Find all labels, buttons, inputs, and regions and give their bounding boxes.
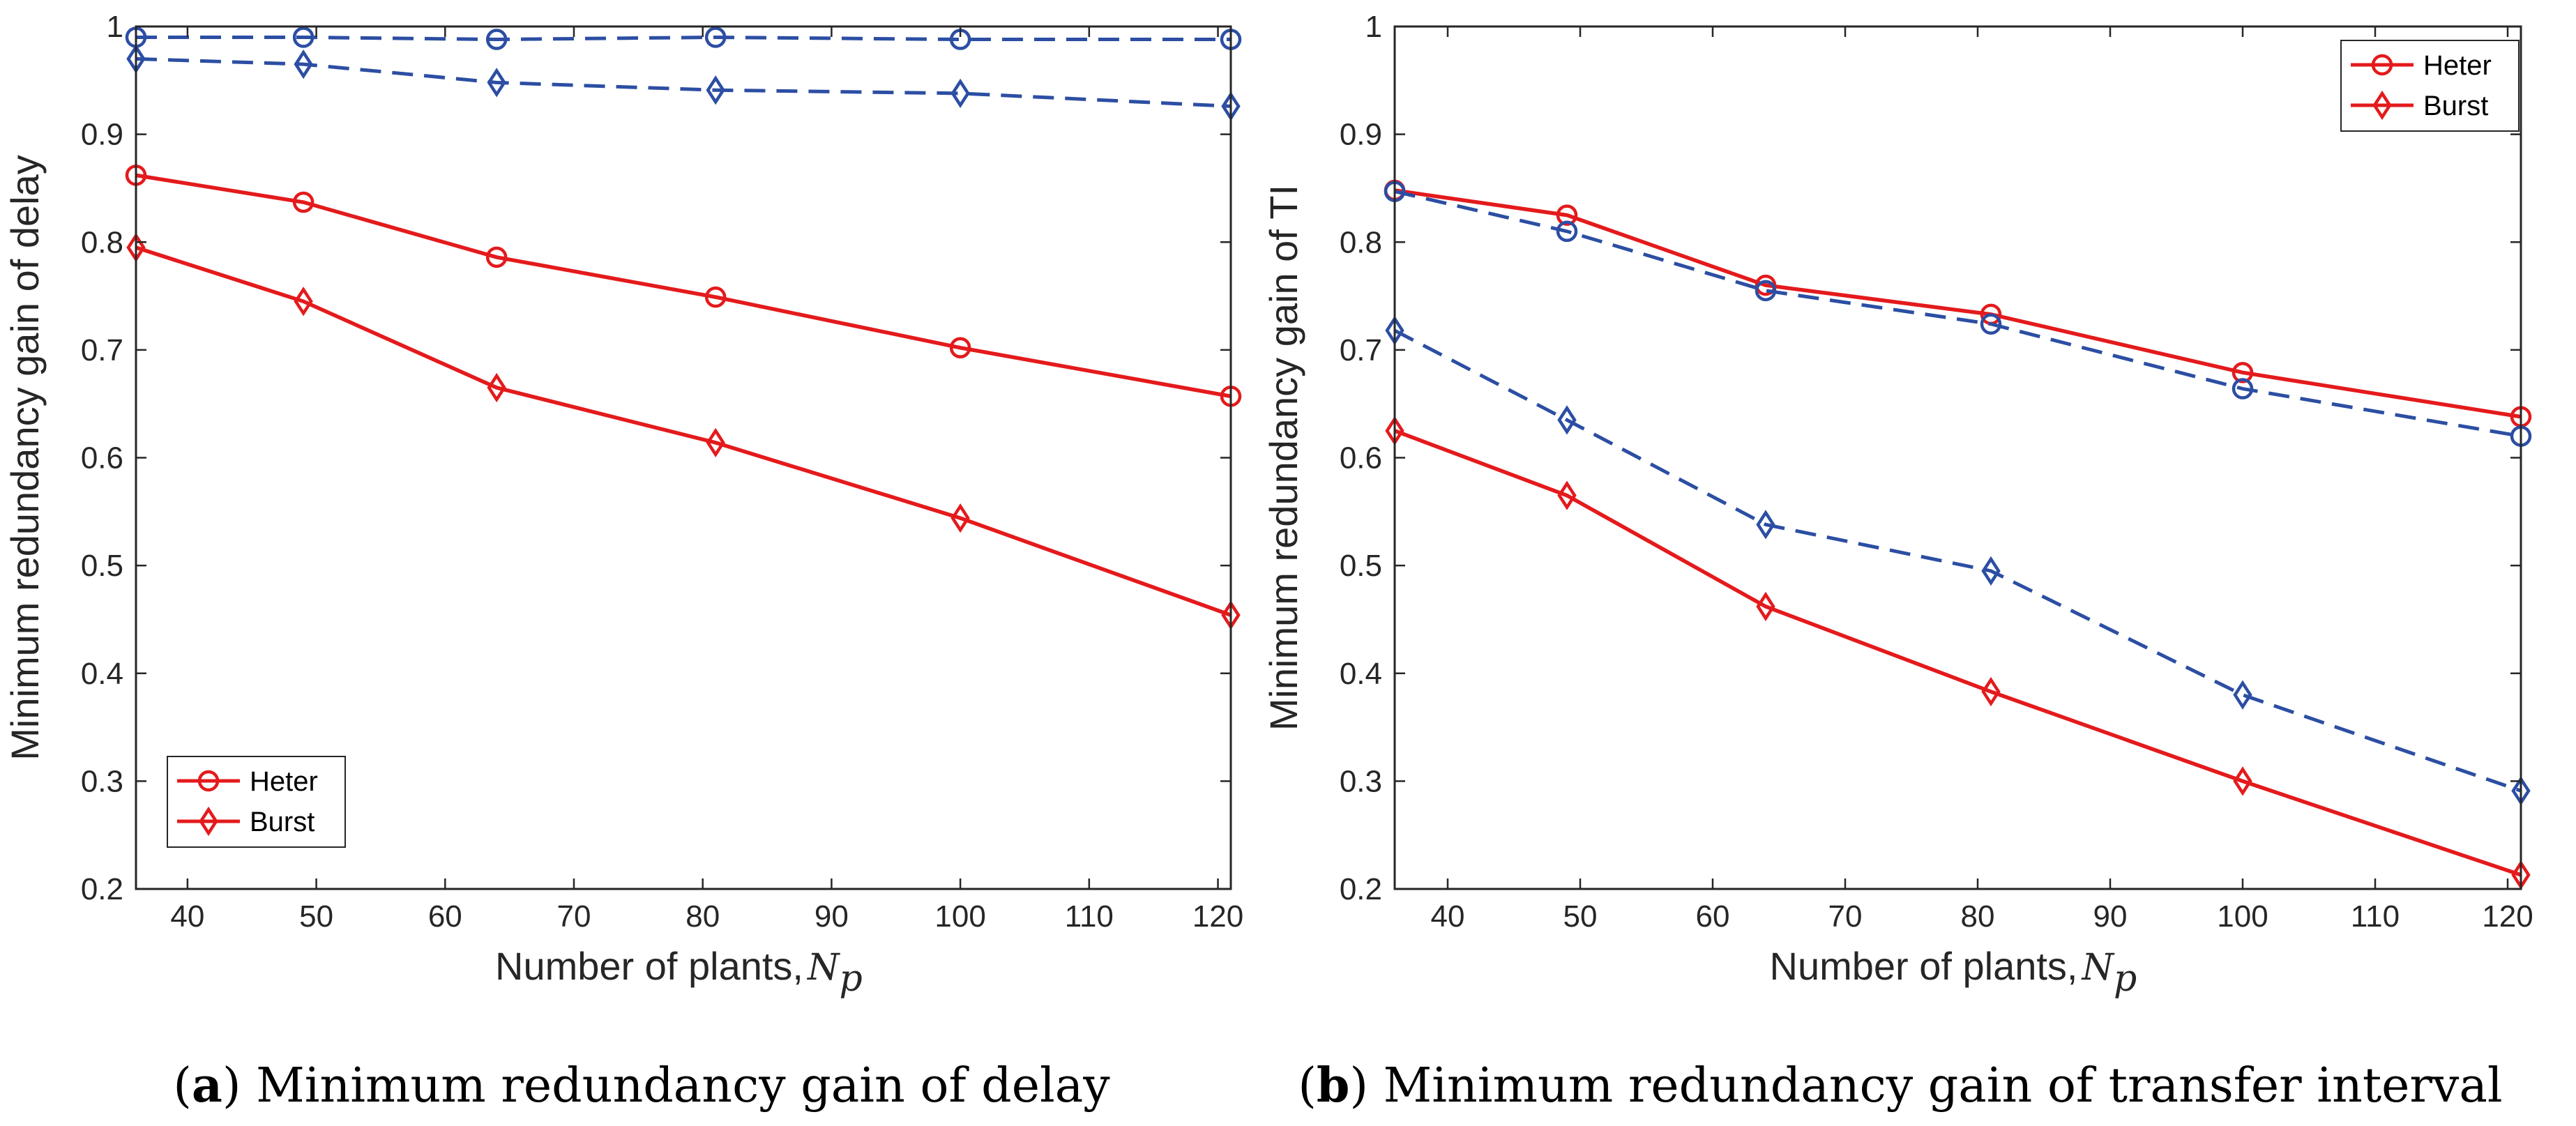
- x-tick-label: 50: [1563, 899, 1598, 934]
- y-tick-label: 0.7: [1340, 333, 1382, 367]
- y-tick-label: 1: [107, 10, 123, 44]
- panel-a-legend-box: [167, 756, 346, 848]
- data-point: [706, 427, 725, 457]
- series-line: [135, 245, 1232, 617]
- y-tick-label: 0.3: [81, 764, 123, 798]
- x-tick-label: 40: [1431, 899, 1465, 934]
- panel-b-legend: Heter Burst: [2340, 40, 2520, 132]
- legend-marker: [197, 770, 220, 792]
- panel-b: 40 50 60 70 80 90 100 110 120 0.2 0.3 0.4 0.5 0.6 0.7 0…: [1262, 10, 2533, 1113]
- data-point: [487, 68, 506, 98]
- panel-a-ticks: 40 50 60 70 80 90 100 110 120 0.2 0.3 0.4 0.5 0.6 0.7 0…: [81, 10, 1243, 934]
- series-line: [135, 173, 1232, 399]
- data-point: [704, 286, 727, 308]
- legend-label: Burst: [2423, 91, 2488, 121]
- series-line: [1394, 429, 2522, 877]
- x-tick-label: 110: [2351, 899, 2400, 934]
- panel-a-x-axis-label: Number of plants, Np: [495, 944, 863, 1000]
- y-tick-label: 0.8: [1340, 225, 1382, 259]
- data-point: [294, 49, 313, 79]
- data-point: [292, 26, 315, 48]
- y-tick-label: 0.9: [81, 118, 123, 152]
- panel-b-ticks: 40 50 60 70 80 90 100 110 120 0.2 0.3 0.4 0.5 0.6 0.7 0…: [1340, 10, 2533, 934]
- x-tick-label: 100: [934, 899, 985, 934]
- x-tick-label: 50: [299, 899, 333, 934]
- y-tick-label: 0.4: [1340, 657, 1382, 691]
- data-point: [1756, 591, 1775, 622]
- panel-b-legend-box: [2340, 40, 2520, 132]
- x-tick-label: 120: [2482, 899, 2533, 934]
- x-tick-label: 120: [1192, 899, 1243, 934]
- data-point: [485, 246, 508, 268]
- x-tick-label: 70: [1828, 899, 1863, 934]
- y-tick-label: 0.6: [81, 441, 123, 475]
- series-line: [135, 56, 1232, 108]
- data-point: [704, 26, 727, 48]
- panel-a: 40 50 60 70 80 90 100 110 120 0.2 0.3 0.4 0.5 0.6 0.7 0…: [3, 10, 1243, 1113]
- data-point: [1557, 480, 1577, 510]
- legend-label: Heter: [2423, 50, 2492, 81]
- panel-a-plot: [125, 26, 1242, 630]
- data-point: [292, 191, 315, 213]
- legend-marker: [199, 806, 218, 837]
- panel-b-axes-box: [1393, 25, 2522, 890]
- data-point: [2233, 766, 2252, 796]
- panel-a-caption: (a) Minimum redundancy gain of delay: [173, 1058, 1110, 1113]
- panel-a-legend: Heter Burst: [167, 756, 346, 848]
- y-tick-label: 0.8: [81, 225, 123, 259]
- series-line: [1394, 190, 2522, 439]
- data-point: [2232, 378, 2254, 400]
- data-point: [294, 287, 313, 317]
- x-tick-label: 70: [557, 899, 591, 934]
- x-tick-label: 90: [2093, 899, 2128, 934]
- data-point: [1557, 405, 1577, 435]
- data-point: [1556, 204, 1578, 226]
- series-line: [1393, 328, 2522, 793]
- data-point: [950, 78, 970, 109]
- y-tick-label: 0.5: [1340, 549, 1382, 583]
- legend-marker: [2371, 54, 2393, 76]
- y-tick-label: 0.4: [81, 657, 123, 691]
- x-tick-label: 90: [815, 899, 849, 934]
- data-point: [485, 29, 508, 50]
- data-point: [949, 337, 971, 359]
- series-line: [1394, 188, 2522, 419]
- y-tick-label: 0.2: [1340, 872, 1382, 906]
- data-point: [1981, 556, 2001, 586]
- y-tick-label: 0.7: [81, 333, 123, 367]
- data-point: [1981, 676, 2001, 707]
- y-tick-label: 0.9: [1340, 118, 1382, 152]
- x-tick-label: 40: [170, 899, 204, 934]
- series-line: [136, 35, 1231, 42]
- x-tick-label: 80: [1961, 899, 1995, 934]
- panel-b-plot: [1384, 179, 2532, 890]
- y-tick-label: 0.3: [1340, 764, 1382, 798]
- data-point: [706, 75, 725, 105]
- data-point: [1755, 280, 1777, 302]
- data-point: [2232, 362, 2254, 383]
- x-tick-label: 60: [1696, 899, 1730, 934]
- data-point: [950, 503, 970, 533]
- legend-label: Heter: [250, 766, 318, 797]
- panel-a-y-axis-label: Minimum redundancy gain of delay: [3, 155, 47, 760]
- panel-b-y-axis-label: Minimum redundancy gain of TI: [1262, 185, 1305, 731]
- panel-b-caption: (b) Minimum redundancy gain of transfer …: [1298, 1058, 2502, 1113]
- y-tick-label: 0.2: [81, 872, 123, 906]
- y-tick-label: 0.5: [81, 549, 123, 583]
- data-point: [487, 372, 506, 403]
- data-point: [1556, 220, 1578, 243]
- data-point: [1756, 510, 1775, 540]
- y-tick-label: 0.6: [1340, 441, 1382, 475]
- data-point: [1980, 313, 2002, 335]
- x-tick-label: 60: [428, 899, 462, 934]
- x-tick-label: 110: [1065, 899, 1114, 934]
- x-tick-label: 100: [2217, 899, 2268, 934]
- legend-label: Burst: [250, 807, 315, 837]
- legend-marker: [2372, 90, 2392, 121]
- y-tick-label: 1: [1365, 10, 1382, 44]
- panel-b-x-axis-label: Number of plants, Np: [1770, 944, 2137, 1000]
- data-point: [2233, 680, 2252, 710]
- x-tick-label: 80: [685, 899, 720, 934]
